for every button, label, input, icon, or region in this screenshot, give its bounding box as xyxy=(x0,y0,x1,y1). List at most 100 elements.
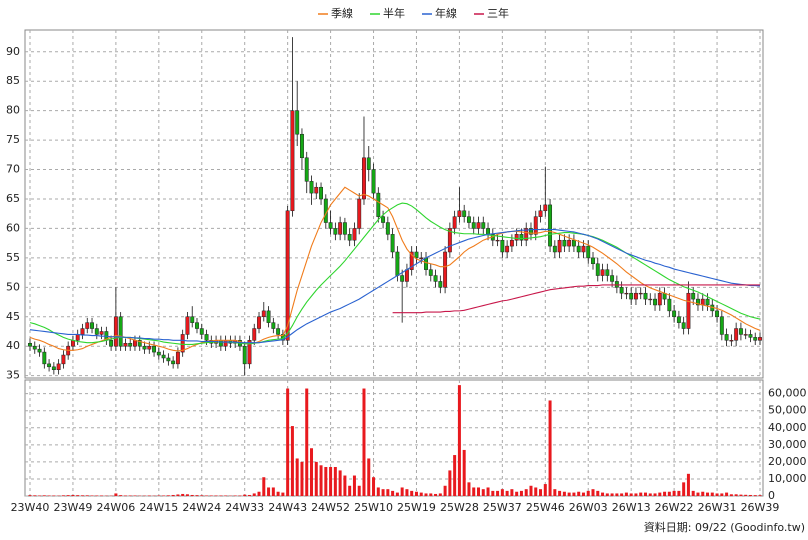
volume-bar xyxy=(438,493,442,496)
candle-body xyxy=(381,216,386,223)
x-tick-label: 26W03 xyxy=(569,501,608,514)
ma-line xyxy=(29,229,761,344)
candle-body xyxy=(605,269,610,276)
candle-body xyxy=(32,345,37,350)
candle-body xyxy=(462,210,467,217)
volume-bar xyxy=(691,490,695,496)
candle-body xyxy=(562,239,567,247)
volume-bar xyxy=(472,487,476,496)
volume-bar xyxy=(166,495,170,496)
volume-bar xyxy=(314,461,318,496)
candle-body xyxy=(371,169,376,194)
y2-tick-label: 40,000 xyxy=(768,421,807,434)
y-tick-label: 45 xyxy=(6,310,20,323)
volume-bar xyxy=(496,490,500,496)
candle-body xyxy=(633,292,638,300)
candle-body xyxy=(185,316,190,335)
volume-bar xyxy=(114,493,118,496)
volume-bar xyxy=(539,489,543,496)
y-tick-label: 55 xyxy=(6,251,20,264)
x-tick-label: 24W52 xyxy=(311,501,350,514)
x-tick-label: 25W37 xyxy=(483,501,522,514)
volume-bar xyxy=(295,458,299,496)
x-tick-label: 26W31 xyxy=(698,501,737,514)
volume-bar xyxy=(376,487,380,496)
candle-body xyxy=(99,331,104,335)
candle-body xyxy=(175,351,180,365)
volume-bar xyxy=(305,388,309,496)
candle-body xyxy=(409,251,414,270)
candle-body xyxy=(252,328,257,341)
volume-bar xyxy=(147,495,151,496)
volume-bar xyxy=(720,493,724,496)
volume-bar xyxy=(362,388,366,496)
volume-bar xyxy=(758,495,762,496)
x-tick-label: 26W39 xyxy=(741,501,780,514)
volume-bar xyxy=(663,491,667,496)
candle-body xyxy=(271,322,276,329)
volume-bar xyxy=(391,490,395,496)
volume-bar xyxy=(744,494,748,496)
candle-body xyxy=(352,228,357,241)
volume-bar xyxy=(753,495,757,496)
volume-bar xyxy=(80,495,84,496)
volume-bar xyxy=(333,467,337,496)
x-tick-label: 25W10 xyxy=(354,501,393,514)
candle-body xyxy=(247,340,252,365)
y2-tick-label: 60,000 xyxy=(768,387,807,400)
candle-body xyxy=(567,239,572,247)
candle-body xyxy=(443,251,448,288)
volume-bar xyxy=(629,493,633,496)
candle-body xyxy=(519,234,524,241)
candle-body xyxy=(638,292,643,295)
volume-bar xyxy=(672,490,676,496)
candle-body xyxy=(433,275,438,282)
candle-body xyxy=(328,222,333,229)
candle-body xyxy=(457,210,462,217)
volume-bar xyxy=(639,492,643,496)
y2-tick-label: 50,000 xyxy=(768,404,807,417)
volume-bar xyxy=(176,494,180,496)
candle-body xyxy=(719,316,724,335)
volume-bar xyxy=(601,492,605,496)
candle-body xyxy=(109,340,114,347)
volume-bar xyxy=(128,495,132,496)
candle-body xyxy=(753,337,758,341)
volume-bar xyxy=(71,494,75,496)
volume-bar xyxy=(414,491,418,496)
candle-body xyxy=(362,157,366,200)
candle-body xyxy=(419,257,424,259)
candle-body xyxy=(156,351,161,356)
volume-bar xyxy=(181,493,185,496)
volume-bar xyxy=(534,487,538,496)
volume-bar xyxy=(410,490,414,496)
candle-body xyxy=(152,345,157,353)
volume-bar xyxy=(429,493,433,496)
candle-body xyxy=(118,316,123,347)
candle-body xyxy=(85,322,90,329)
volume-bar xyxy=(262,477,266,496)
volume-bar xyxy=(157,495,161,496)
volume-bar xyxy=(686,473,690,496)
volume-bar xyxy=(696,492,700,496)
candle-body xyxy=(505,245,510,253)
volume-bar xyxy=(76,495,80,496)
y2-tick-label: 10,000 xyxy=(768,472,807,485)
candle-body xyxy=(748,334,753,338)
volume-bar xyxy=(653,493,657,496)
candle-body xyxy=(338,222,343,235)
volume-bar xyxy=(329,467,333,496)
candle-body xyxy=(199,328,204,335)
volume-bar xyxy=(219,495,223,496)
candle-body xyxy=(333,228,338,235)
y-tick-label: 70 xyxy=(6,163,20,176)
candle-body xyxy=(218,340,223,347)
volume-bar xyxy=(47,495,51,496)
candle-body xyxy=(314,186,319,194)
volume-bar xyxy=(85,495,89,496)
ma-line xyxy=(29,186,761,352)
volume-bar xyxy=(729,494,733,496)
volume-bar xyxy=(267,487,271,496)
candle-body xyxy=(128,343,133,347)
volume-bar xyxy=(367,458,371,496)
